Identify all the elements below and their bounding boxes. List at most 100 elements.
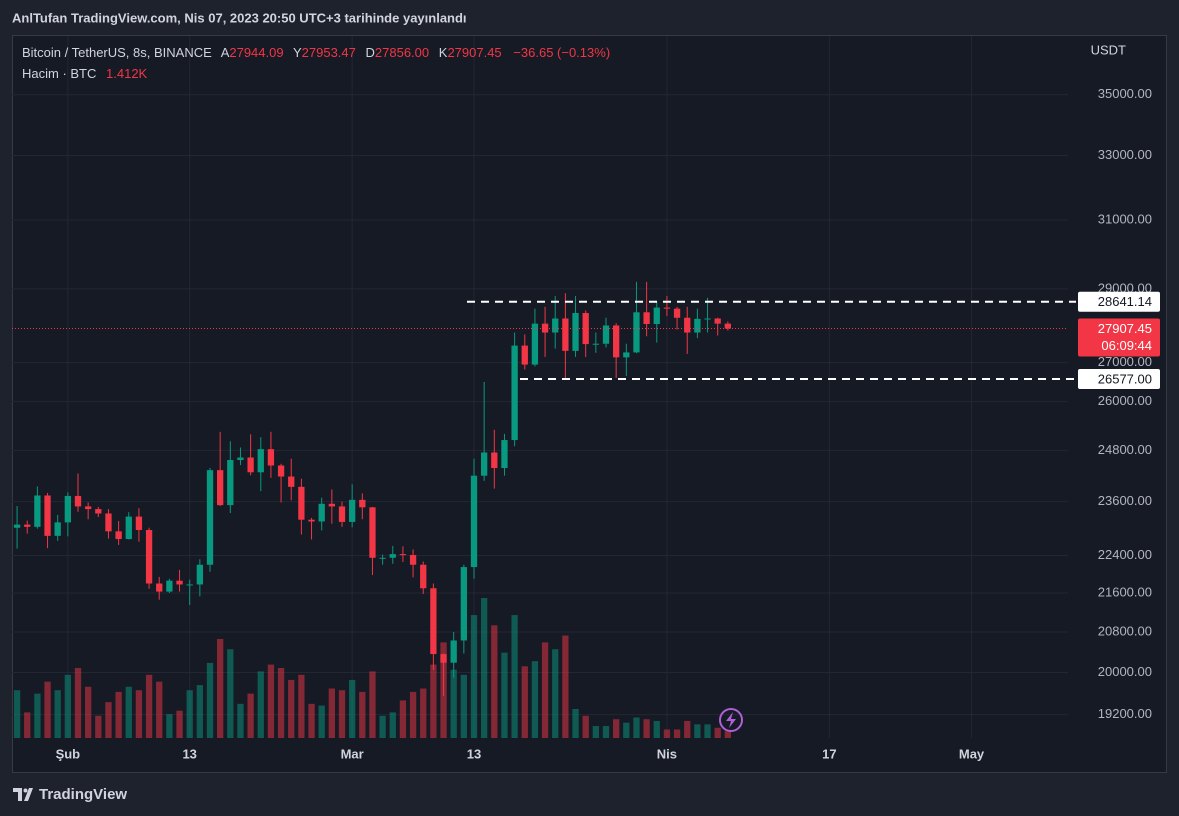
candle-body (247, 457, 254, 473)
candle-body (369, 507, 376, 558)
candle-body (511, 345, 518, 441)
volume-bar (430, 664, 437, 738)
volume-layer (13, 598, 731, 738)
candle-body (704, 318, 711, 320)
volume-bar (156, 681, 163, 738)
volume-bar (450, 669, 457, 738)
volume-bar (663, 729, 671, 738)
volume-bar (298, 674, 305, 738)
countdown-label: 06:09:44 (1101, 338, 1152, 353)
symbol-legend: Bitcoin / TetherUS, 8s, BINANCE A27944.0… (22, 45, 610, 60)
candle-body (267, 449, 275, 466)
volume-bar (217, 638, 224, 738)
grid (12, 36, 1068, 738)
volume-bar (409, 691, 417, 738)
candle-body (501, 440, 508, 469)
publisher-note: AnlTufan TradingView.com, Nis 07, 2023 2… (12, 10, 467, 25)
candle-body (521, 345, 528, 365)
y-tick-label: 33000.00 (1098, 147, 1152, 162)
volume-bar (105, 702, 112, 738)
volume-bar (501, 652, 508, 738)
candle-body (257, 449, 264, 473)
volume-bar (34, 693, 41, 738)
candle-body (328, 503, 335, 507)
volume-bar (562, 635, 569, 738)
volume-bar (684, 720, 691, 738)
y-tick-label: 23600.00 (1098, 493, 1152, 508)
y-tick-label: 19200.00 (1098, 706, 1152, 721)
y-tick-label: 31000.00 (1098, 211, 1152, 226)
x-tick-label: May (959, 746, 985, 761)
volume-bar (186, 690, 193, 738)
volume-bar (379, 715, 386, 738)
volume-bar (724, 731, 731, 738)
volume-bar (521, 666, 528, 738)
volume-bar (44, 681, 51, 738)
volume-bar (531, 661, 539, 738)
brand-logo: TradingView (13, 786, 127, 803)
volume-bar (673, 729, 681, 738)
candle-body (64, 495, 71, 523)
volume-bar (552, 649, 559, 738)
volume-bar (206, 662, 214, 738)
currency-label: USDT (1091, 42, 1126, 57)
candle-body (176, 580, 183, 585)
volume-bar (349, 679, 356, 738)
candle-body (379, 557, 386, 559)
y-tick-label: 26000.00 (1098, 393, 1152, 408)
y-tick-label: 29000.00 (1098, 280, 1152, 295)
candle-body (531, 323, 539, 365)
volume-bar (359, 691, 366, 738)
candle-body (541, 323, 549, 333)
candle-body (74, 495, 82, 507)
candle-body (481, 452, 488, 476)
volume-bar (125, 686, 132, 738)
candle-body (572, 313, 579, 351)
candle-body (602, 325, 610, 344)
volume-bar (257, 671, 264, 738)
volume-bar (643, 719, 650, 738)
volume-bar (653, 720, 660, 738)
volume-bar (714, 727, 721, 738)
price-change: −36.65 (−0.13%) (513, 45, 610, 60)
candle-body (288, 476, 295, 487)
candle-body (724, 323, 731, 329)
volume-bar (308, 703, 315, 738)
volume-bar (247, 693, 254, 738)
candle-body (450, 640, 457, 663)
ohlc-value: 27907.45 (447, 45, 501, 60)
volume-bar (115, 691, 122, 738)
candle-body (613, 325, 620, 358)
candle-body (54, 522, 61, 536)
candle-body (694, 318, 701, 333)
candle-body (470, 475, 478, 568)
volume-bar (176, 710, 183, 738)
volume-bar (277, 668, 285, 738)
level-label-box (1078, 368, 1160, 389)
candle-body (633, 312, 640, 353)
candle-body (44, 495, 51, 536)
candle-body (277, 465, 285, 477)
volume-bar (511, 615, 518, 738)
candle-body (349, 499, 356, 522)
logo-dot (23, 788, 28, 793)
volume-bar (135, 690, 143, 738)
candle-body (13, 524, 21, 528)
volume-bar (196, 685, 203, 738)
candle-body (420, 564, 427, 589)
volume-bar (592, 726, 599, 738)
overlay-layer: 35000.00 33000.00 31000.00 29000.00 27000.00… (12, 86, 1160, 761)
volume-bar (460, 674, 467, 738)
volume-bar (145, 674, 153, 738)
level-label: 28641.14 (1098, 294, 1152, 309)
volume-bar (613, 719, 620, 738)
candle-body (217, 470, 224, 506)
logo-mark (13, 788, 33, 801)
candle-body (491, 452, 498, 469)
y-tick-label: 27000.00 (1098, 354, 1152, 369)
candle-body (156, 583, 163, 592)
candle-body (562, 318, 569, 351)
volume-bar (64, 674, 71, 738)
volume-bar (237, 703, 244, 738)
